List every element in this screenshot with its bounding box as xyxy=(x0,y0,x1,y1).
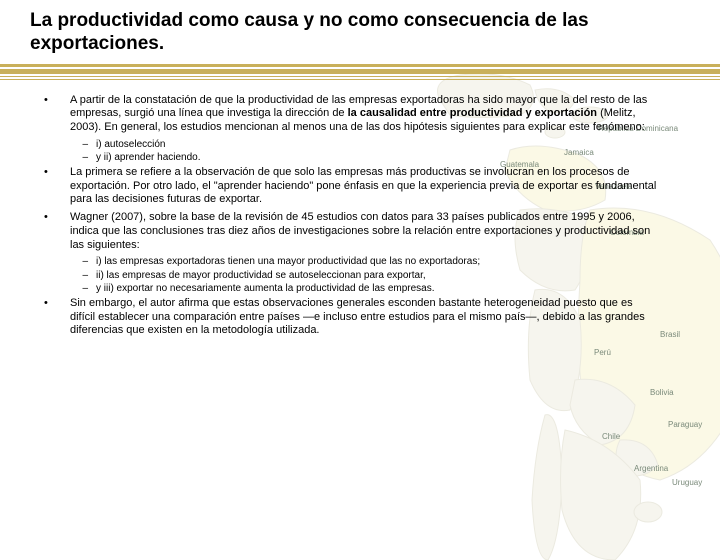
map-country-label: Uruguay xyxy=(672,478,702,487)
bullet-level-1: •A partir de la constatación de que la p… xyxy=(40,94,660,135)
bullet-level-2: –y iii) exportar no necesariamente aumen… xyxy=(40,283,660,296)
bullet-text: i) autoselección xyxy=(96,139,660,152)
bullet-level-1: •La primera se refiere a la observación … xyxy=(40,166,660,207)
dash-marker: – xyxy=(74,256,96,269)
dash-marker: – xyxy=(74,152,96,165)
bullet-level-2: –y ii) aprender haciendo. xyxy=(40,152,660,165)
dash-marker: – xyxy=(74,270,96,283)
bullet-marker: • xyxy=(40,166,70,207)
bullet-level-2: –ii) las empresas de mayor productividad… xyxy=(40,270,660,283)
bullet-marker: • xyxy=(40,211,70,252)
bullet-text: y iii) exportar no necesariamente aument… xyxy=(96,283,660,296)
bullet-text: Sin embargo, el autor afirma que estas o… xyxy=(70,297,660,338)
bullet-text: A partir de la constatación de que la pr… xyxy=(70,94,660,135)
bullet-text: i) las empresas exportadoras tienen una … xyxy=(96,256,660,269)
map-country-label: Paraguay xyxy=(668,420,702,429)
bullet-text: La primera se refiere a la observación d… xyxy=(70,166,660,207)
slide-header: La productividad como causa y no como co… xyxy=(0,0,720,62)
map-country-label: Chile xyxy=(602,432,620,441)
map-country-label: Bolivia xyxy=(650,388,674,397)
bullet-level-2: –i) las empresas exportadoras tienen una… xyxy=(40,256,660,269)
bullet-marker: • xyxy=(40,297,70,338)
bullet-marker: • xyxy=(40,94,70,135)
bullet-text: y ii) aprender haciendo. xyxy=(96,152,660,165)
slide-title: La productividad como causa y no como co… xyxy=(30,10,690,56)
bullet-text: ii) las empresas de mayor productividad … xyxy=(96,270,660,283)
bullet-level-1: •Wagner (2007), sobre la base de la revi… xyxy=(40,211,660,252)
map-country-label: Argentina xyxy=(634,464,668,473)
dash-marker: – xyxy=(74,139,96,152)
bullet-text: Wagner (2007), sobre la base de la revis… xyxy=(70,211,660,252)
bullet-level-2: –i) autoselección xyxy=(40,139,660,152)
slide-body: •A partir de la constatación de que la p… xyxy=(0,78,720,353)
bullet-level-1: •Sin embargo, el autor afirma que estas … xyxy=(40,297,660,338)
header-rule xyxy=(0,64,720,78)
dash-marker: – xyxy=(74,283,96,296)
